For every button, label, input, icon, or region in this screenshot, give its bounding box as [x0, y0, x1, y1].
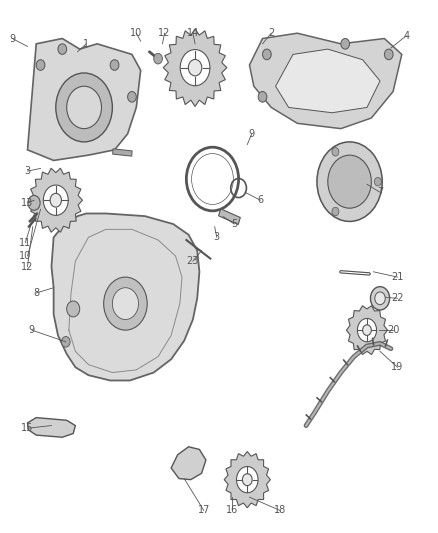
- Circle shape: [363, 325, 371, 335]
- Text: 19: 19: [391, 362, 403, 372]
- Text: 4: 4: [403, 31, 409, 41]
- Circle shape: [332, 148, 339, 156]
- Circle shape: [328, 155, 371, 208]
- Polygon shape: [51, 214, 199, 381]
- Text: 12: 12: [21, 262, 34, 271]
- Polygon shape: [28, 418, 75, 437]
- Polygon shape: [28, 38, 141, 160]
- Polygon shape: [346, 306, 388, 354]
- Polygon shape: [163, 29, 227, 107]
- Text: 12: 12: [159, 28, 171, 38]
- Circle shape: [58, 44, 67, 54]
- Text: 5: 5: [231, 219, 237, 229]
- Text: 13: 13: [21, 198, 34, 208]
- Circle shape: [188, 60, 202, 76]
- Circle shape: [317, 142, 382, 221]
- Text: 8: 8: [33, 288, 39, 298]
- Circle shape: [341, 38, 350, 49]
- Text: 20: 20: [387, 325, 399, 335]
- Polygon shape: [29, 168, 82, 232]
- Text: 23: 23: [187, 256, 199, 266]
- Text: 17: 17: [198, 505, 210, 515]
- Text: 9: 9: [249, 129, 255, 139]
- Circle shape: [61, 336, 70, 347]
- Polygon shape: [171, 447, 206, 480]
- Circle shape: [67, 86, 102, 128]
- Polygon shape: [224, 451, 270, 508]
- Text: 2: 2: [268, 28, 274, 38]
- Text: 15: 15: [21, 423, 34, 433]
- Circle shape: [50, 193, 61, 207]
- Circle shape: [36, 60, 45, 70]
- Circle shape: [357, 318, 377, 342]
- Text: 3: 3: [214, 232, 220, 243]
- Text: 10: 10: [130, 28, 142, 38]
- Polygon shape: [276, 49, 380, 113]
- Circle shape: [374, 177, 381, 186]
- Circle shape: [258, 92, 267, 102]
- Text: 6: 6: [257, 195, 263, 205]
- Text: 7: 7: [377, 187, 383, 197]
- Circle shape: [371, 287, 390, 310]
- Text: 14: 14: [187, 28, 199, 38]
- Text: 21: 21: [391, 272, 404, 282]
- Circle shape: [242, 474, 252, 486]
- Circle shape: [237, 466, 258, 493]
- Circle shape: [127, 92, 136, 102]
- Circle shape: [154, 53, 162, 64]
- Circle shape: [385, 49, 393, 60]
- Text: 16: 16: [226, 505, 238, 515]
- Circle shape: [56, 73, 113, 142]
- Circle shape: [113, 288, 138, 319]
- Polygon shape: [250, 33, 402, 128]
- Text: 9: 9: [9, 34, 15, 44]
- Text: 3: 3: [25, 166, 31, 176]
- Text: 18: 18: [274, 505, 286, 515]
- Circle shape: [262, 49, 271, 60]
- Circle shape: [104, 277, 147, 330]
- Circle shape: [28, 196, 40, 211]
- Text: 11: 11: [19, 238, 32, 248]
- Polygon shape: [219, 209, 240, 224]
- Circle shape: [180, 50, 210, 86]
- Text: 10: 10: [19, 251, 32, 261]
- Text: 9: 9: [29, 325, 35, 335]
- Text: 1: 1: [83, 39, 89, 49]
- Circle shape: [43, 185, 68, 215]
- Circle shape: [375, 292, 385, 305]
- Circle shape: [332, 207, 339, 216]
- Text: 22: 22: [391, 293, 404, 303]
- Circle shape: [67, 301, 80, 317]
- Circle shape: [110, 60, 119, 70]
- Polygon shape: [113, 149, 132, 156]
